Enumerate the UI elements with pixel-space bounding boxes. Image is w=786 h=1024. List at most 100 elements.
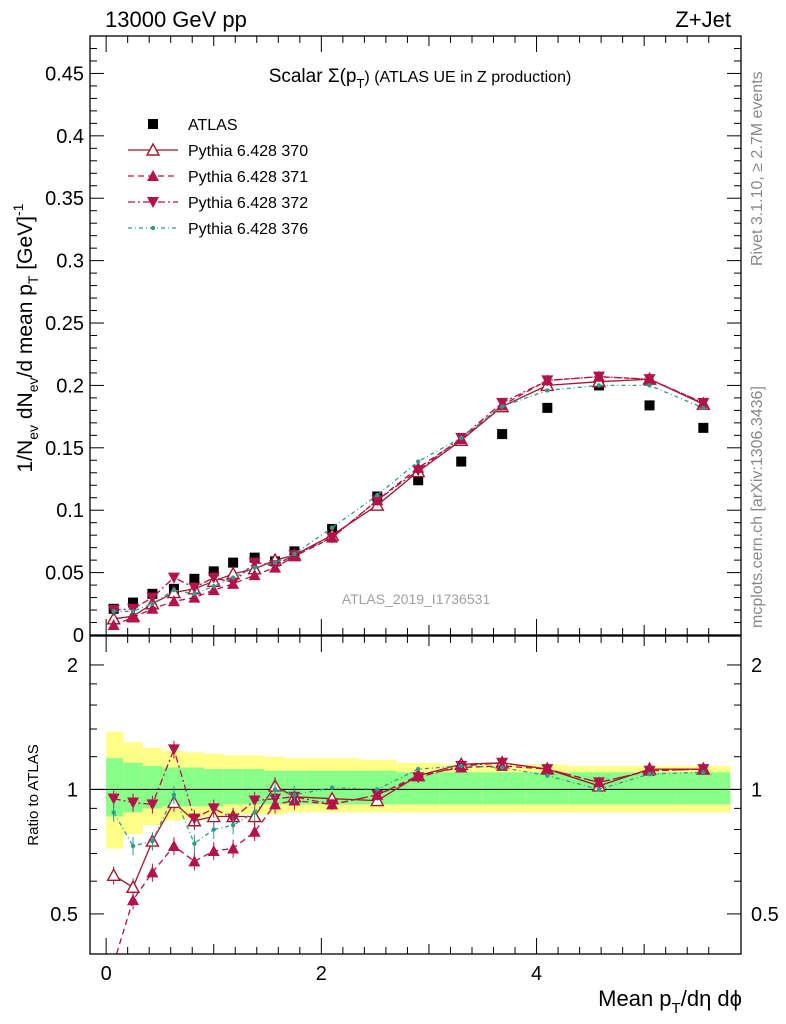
data-point	[596, 383, 602, 388]
data-point	[167, 572, 180, 584]
ratio-y-tick-label-right: 1	[751, 779, 762, 801]
ratio-point	[496, 757, 509, 769]
ratio-point	[211, 827, 216, 832]
header-left: 13000 GeV pp	[105, 7, 247, 32]
data-point	[252, 565, 257, 570]
uncertainty-band-inner	[162, 767, 184, 807]
data-point	[207, 584, 220, 596]
ratio-y-tick-label: 0.5	[50, 904, 78, 926]
series-line-4	[113, 384, 704, 612]
ratio-point	[375, 787, 380, 792]
data-point	[697, 397, 710, 409]
ratio-point	[230, 822, 236, 828]
ratio-point	[207, 803, 220, 815]
data-point	[701, 405, 706, 411]
ratio-point	[329, 785, 335, 790]
legend-item-4: Pythia 6.428 376	[128, 221, 308, 238]
legend-marker	[147, 170, 159, 181]
data-point	[228, 557, 239, 568]
data-point	[499, 404, 505, 409]
data-point	[230, 575, 236, 580]
uncertainty-band-inner	[284, 770, 306, 805]
legend-label: Pythia 6.428 372	[188, 195, 308, 212]
uncertainty-band-inner	[142, 765, 163, 809]
legend-item-2: Pythia 6.428 371	[128, 169, 308, 186]
ratio-point	[227, 842, 240, 854]
data-point	[211, 584, 216, 589]
ratio-point	[292, 792, 297, 798]
ratio-y-tick-label-right: 2	[751, 655, 762, 677]
legend-label: ATLAS	[188, 117, 238, 134]
data-point	[413, 475, 424, 486]
x-tick-label: 4	[531, 963, 542, 985]
data-point	[127, 611, 140, 623]
uncertainty-band-inner	[123, 762, 143, 813]
series-line-1	[113, 378, 704, 620]
uncertainty-band-inner	[676, 772, 731, 805]
header-right: Z+Jet	[675, 7, 731, 32]
ratio-point	[647, 771, 652, 777]
ratio-point	[415, 766, 421, 772]
ratio-point	[252, 810, 257, 815]
ratio-point	[171, 792, 177, 798]
data-point	[412, 465, 425, 477]
series-4	[111, 383, 706, 614]
data-point	[269, 560, 282, 572]
series-line-3	[113, 376, 704, 611]
y-tick-label: 0.1	[56, 500, 84, 522]
legend-marker	[150, 225, 156, 231]
y-tick-label: 0.25	[45, 313, 84, 335]
y-tick-label: 0.05	[45, 563, 84, 585]
ratio-point	[150, 838, 155, 844]
ratio-point	[545, 773, 550, 778]
data-point	[292, 551, 297, 557]
y-tick-label: 0.15	[45, 438, 84, 460]
series-0	[108, 380, 709, 614]
ratio-point	[371, 789, 384, 801]
data-point	[146, 592, 159, 604]
ratio-point	[127, 797, 140, 809]
ratio-point	[459, 763, 464, 769]
x-tick-label: 2	[316, 963, 327, 985]
legend: ATLAS Pythia 6.428 370 Pythia 6.428 371 Pyt…	[128, 117, 308, 238]
main-ylabel: 1/Nev dNev/d mean pT [GeV]-1	[10, 203, 41, 472]
main-title: Scalar Σ(pT) (ATLAS UE in Z production)	[269, 66, 572, 91]
data-point	[329, 525, 335, 530]
data-point	[248, 557, 261, 569]
y-tick-label: 0	[73, 625, 84, 647]
ratio-point	[541, 764, 554, 776]
data-point	[188, 591, 201, 603]
ratio-point	[188, 855, 201, 867]
data-point	[644, 400, 655, 411]
ratio-series-3	[111, 763, 706, 856]
ratio-point	[130, 843, 136, 849]
data-point	[192, 591, 197, 597]
data-point	[111, 609, 116, 614]
legend-label: Pythia 6.428 370	[188, 143, 308, 160]
ratio-point	[269, 793, 282, 805]
ratio-panel: 0.5 0.5 1 1 2 2 0 2 4 Ratio to ATLAS Mean pT/dη …	[25, 635, 779, 1017]
legend-item-1: Pythia 6.428 370	[128, 142, 308, 160]
side-label-top: Rivet 3.1.10, ≥ 2.7M events	[749, 71, 766, 266]
ratio-point	[192, 841, 197, 846]
ratio-point	[107, 793, 120, 805]
data-point	[541, 375, 554, 387]
ratio-y-tick-label: 2	[67, 655, 78, 677]
data-point	[188, 582, 201, 594]
data-point	[227, 577, 240, 589]
data-point	[207, 572, 220, 584]
main-panel: 0 0.05 0.1 0.15 0.2 0.25 0.3 0.35 0.4 0.45 Scalar…	[10, 35, 742, 647]
ratio-point	[106, 867, 121, 881]
ratio-point	[643, 765, 656, 777]
y-tick-label: 0.3	[56, 251, 84, 273]
ratio-point	[127, 894, 140, 906]
legend-marker	[145, 142, 161, 156]
data-point	[130, 609, 136, 614]
data-point	[326, 532, 339, 544]
ratio-point	[326, 799, 339, 811]
ratio-point	[499, 765, 505, 770]
data-point	[459, 435, 464, 441]
ratio-frame	[89, 635, 742, 955]
y-tick-label: 0.4	[56, 126, 84, 148]
data-point	[375, 493, 380, 498]
